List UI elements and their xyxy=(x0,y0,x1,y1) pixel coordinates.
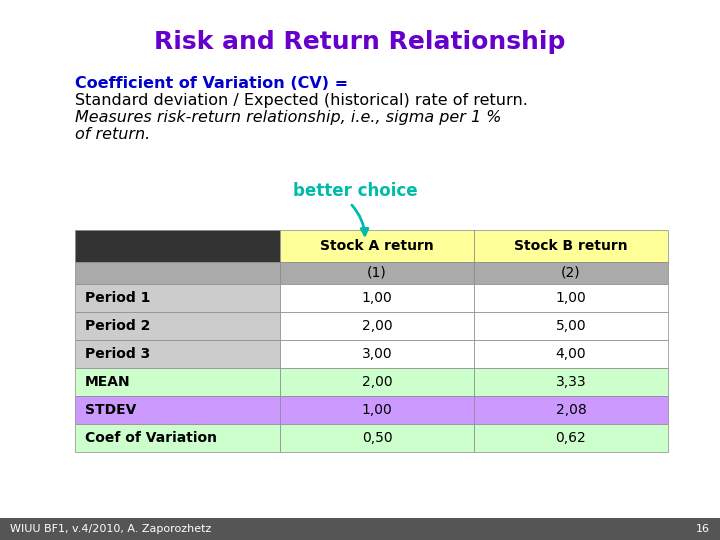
Bar xyxy=(474,340,668,368)
Text: Stock B return: Stock B return xyxy=(514,239,628,253)
Bar xyxy=(75,424,280,452)
Bar xyxy=(280,340,474,368)
Text: 3,33: 3,33 xyxy=(556,375,586,389)
Text: 16: 16 xyxy=(696,524,710,534)
Bar xyxy=(474,230,668,262)
Text: (1): (1) xyxy=(367,266,387,280)
Bar xyxy=(75,368,280,396)
Text: WIUU BF1, v.4/2010, A. Zaporozhetz: WIUU BF1, v.4/2010, A. Zaporozhetz xyxy=(10,524,212,534)
Text: STDEV: STDEV xyxy=(85,403,136,417)
Text: 4,00: 4,00 xyxy=(556,347,586,361)
Bar xyxy=(474,424,668,452)
Text: of return.: of return. xyxy=(75,127,150,142)
Text: better choice: better choice xyxy=(293,182,418,200)
Bar xyxy=(474,262,668,284)
Text: Stock A return: Stock A return xyxy=(320,239,434,253)
Bar xyxy=(280,424,474,452)
Text: 3,00: 3,00 xyxy=(361,347,392,361)
Text: 2,08: 2,08 xyxy=(556,403,586,417)
Text: 1,00: 1,00 xyxy=(556,291,586,305)
Text: Coefficient of Variation (CV) =: Coefficient of Variation (CV) = xyxy=(75,76,348,91)
Text: Period 1: Period 1 xyxy=(85,291,150,305)
Text: Period 3: Period 3 xyxy=(85,347,150,361)
Text: Coef of Variation: Coef of Variation xyxy=(85,431,217,445)
Bar xyxy=(75,284,280,312)
Bar xyxy=(280,368,474,396)
Bar xyxy=(0,518,720,540)
Text: MEAN: MEAN xyxy=(85,375,130,389)
Text: 5,00: 5,00 xyxy=(556,319,586,333)
Text: Period 2: Period 2 xyxy=(85,319,150,333)
Text: 2,00: 2,00 xyxy=(361,375,392,389)
Text: Standard deviation / Expected (historical) rate of return.: Standard deviation / Expected (historica… xyxy=(75,93,528,108)
Text: (2): (2) xyxy=(561,266,581,280)
Bar xyxy=(75,312,280,340)
Bar xyxy=(474,396,668,424)
Text: Measures risk-return relationship, i.e., sigma per 1 %: Measures risk-return relationship, i.e.,… xyxy=(75,110,502,125)
Bar xyxy=(280,262,474,284)
Bar xyxy=(75,396,280,424)
Bar xyxy=(474,312,668,340)
Bar xyxy=(75,230,280,262)
Bar xyxy=(474,368,668,396)
Bar xyxy=(280,396,474,424)
Text: Risk and Return Relationship: Risk and Return Relationship xyxy=(154,30,566,54)
Bar xyxy=(474,284,668,312)
Text: 1,00: 1,00 xyxy=(361,291,392,305)
Bar xyxy=(280,284,474,312)
Bar xyxy=(280,312,474,340)
Bar xyxy=(75,340,280,368)
Text: 1,00: 1,00 xyxy=(361,403,392,417)
Bar xyxy=(75,262,280,284)
Text: 0,50: 0,50 xyxy=(361,431,392,445)
Text: 2,00: 2,00 xyxy=(361,319,392,333)
Bar xyxy=(280,230,474,262)
Text: 0,62: 0,62 xyxy=(556,431,586,445)
